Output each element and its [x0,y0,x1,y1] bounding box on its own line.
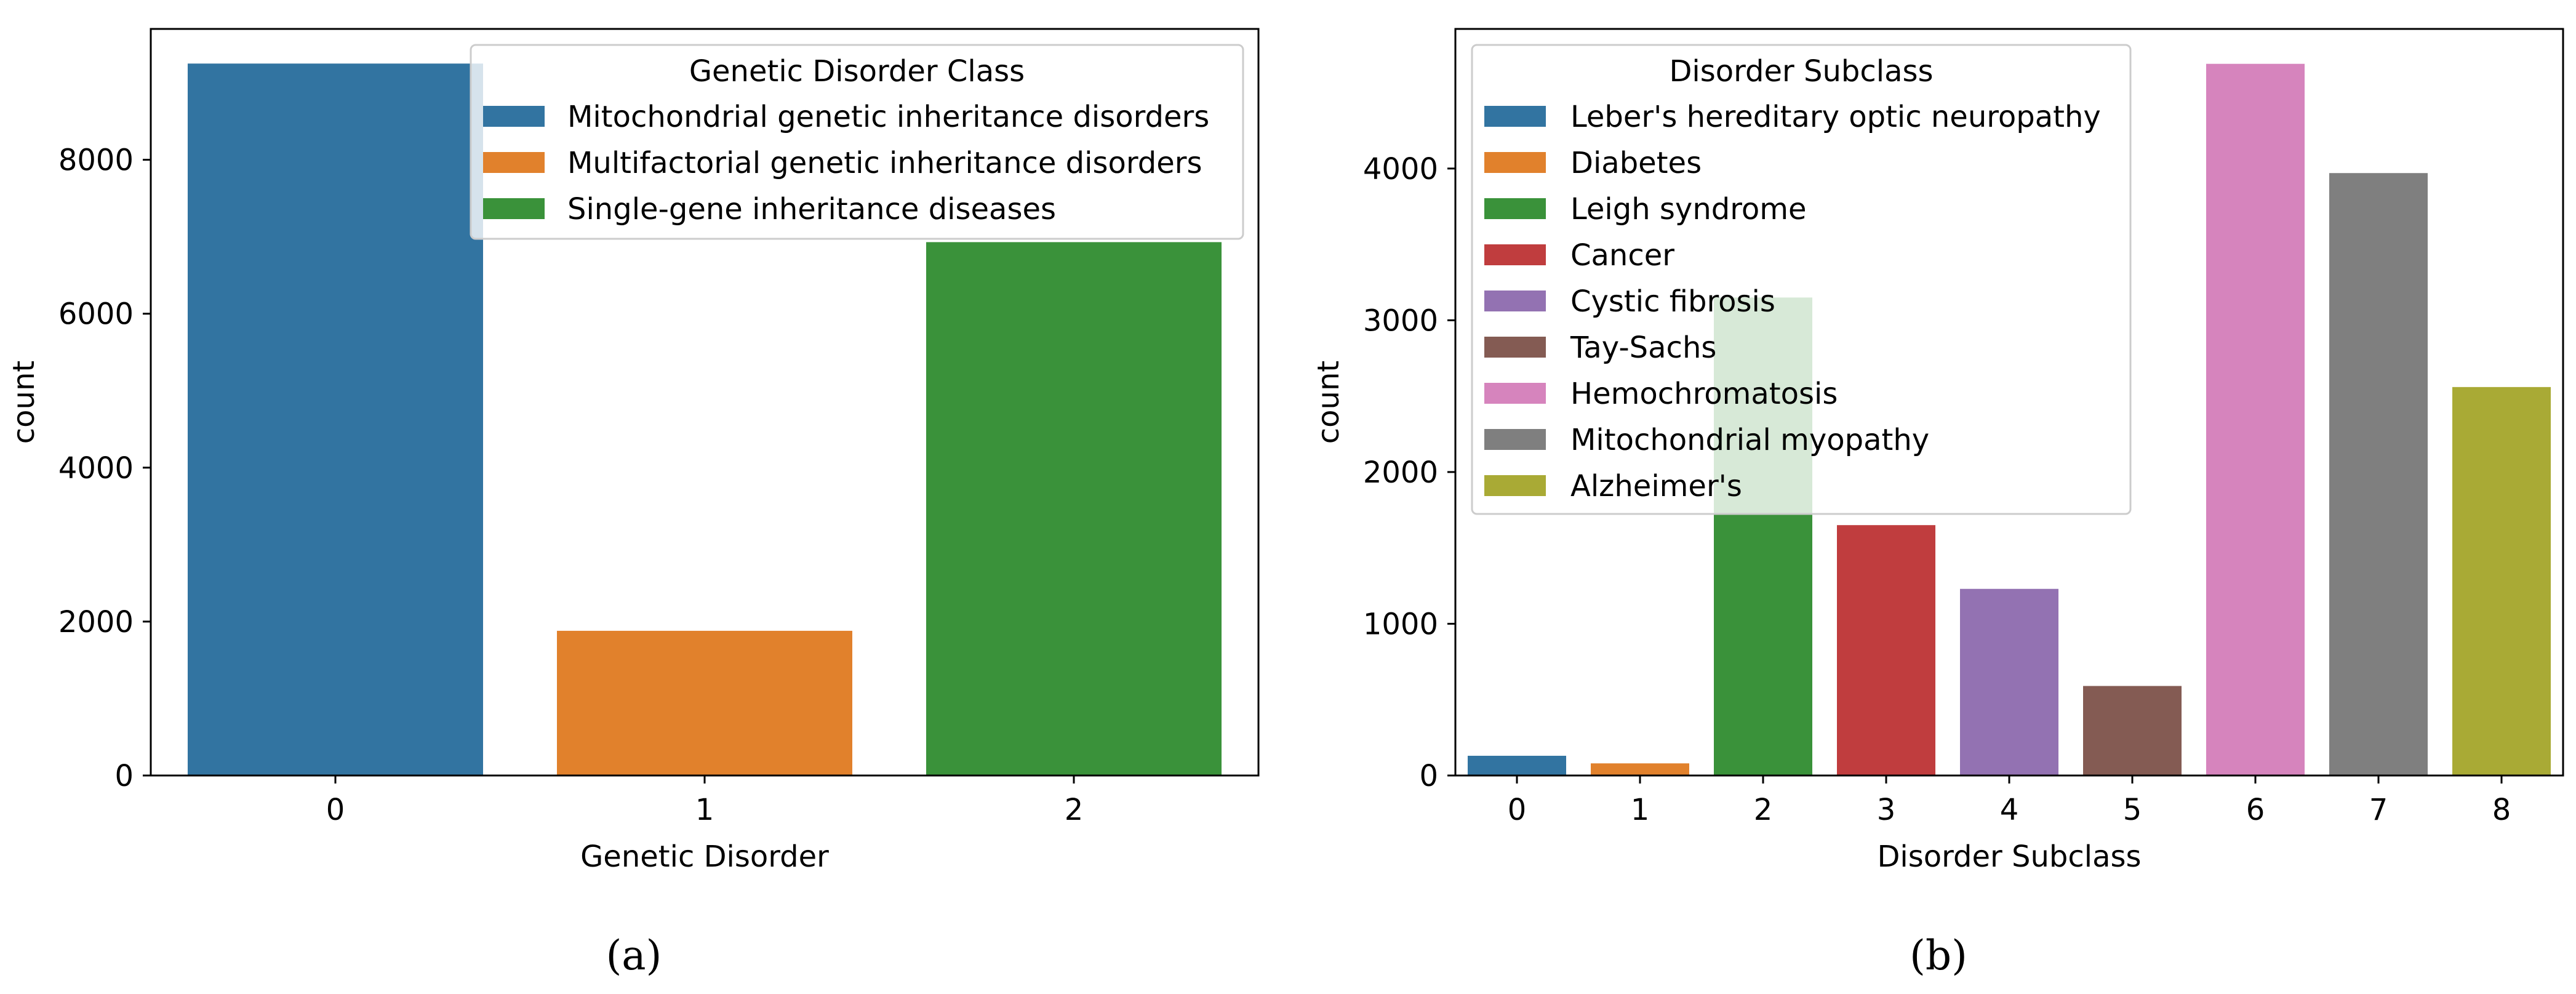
y-tick-label: 4000 [58,451,134,486]
legend-entry: Alzheimer's [1570,469,1742,503]
legend: Genetic Disorder Class Mitochondrial gene… [470,44,1244,240]
x-tick-label: 8 [2492,793,2511,827]
y-tick-label: 4000 [1363,152,1438,186]
bar-4 [1960,588,2058,776]
legend-swatch [1484,383,1546,404]
legend-box [1471,44,2132,515]
legend-entry: Leigh syndrome [1570,192,1807,226]
y-tick-label: 0 [114,759,134,793]
x-tick-label: 6 [2246,793,2265,827]
y-tick-label: 3000 [1363,303,1438,338]
y-tick-label: 2000 [1363,455,1438,490]
bar-3 [1837,525,1935,776]
x-tick-label: 0 [1508,793,1527,827]
bar-0 [1468,755,1566,776]
legend-title: Disorder Subclass [1669,54,1933,89]
legend-swatch [1484,106,1546,127]
x-tick-label: 0 [326,793,345,827]
legend-box [470,44,1244,240]
y-tick-label: 2000 [58,605,134,639]
legend-swatch [1484,475,1546,496]
bar-2 [926,242,1222,776]
x-axis-label: Genetic Disorder [580,840,829,874]
legend-swatch [1484,198,1546,219]
legend-swatch [1484,152,1546,173]
x-tick-label: 4 [2000,793,2019,827]
x-tick-label: 5 [2123,793,2142,827]
legend-title: Genetic Disorder Class [689,54,1025,89]
chart-panel-b: 0 1 2 3 4 5 6 7 8 0 1000 2000 3000 4000 Disorder Subcl… [1311,28,2564,979]
x-tick-label: 3 [1877,793,1896,827]
legend-swatch [483,152,545,173]
y-tick-label: 0 [1419,759,1438,793]
y-axis-label: count [1311,361,1346,444]
legend-entry: Diabetes [1570,146,1702,180]
legend: Disorder Subclass Leber's hereditary opti… [1471,44,2132,515]
legend-entry: Mitochondrial genetic inheritance disord… [567,100,1209,134]
bar-7 [2329,173,2428,776]
bar-0 [188,63,483,776]
chart-panel-a: 0 1 2 0 2000 4000 6000 8000 Genetic Disorder coun… [7,28,1260,979]
panel-caption: (b) [1910,932,1967,979]
legend-entry: Hemochromatosis [1570,377,1838,411]
x-tick-label: 1 [695,793,714,827]
legend-swatch [483,198,545,219]
legend-swatch [1484,337,1546,358]
legend-swatch [483,106,545,127]
legend-swatch [1484,244,1546,265]
y-tick-label: 1000 [1363,607,1438,641]
legend-entry: Mitochondrial myopathy [1570,423,1929,457]
panel-caption: (a) [606,932,662,979]
legend-entry: Leber's hereditary optic neuropathy [1570,100,2101,134]
legend-entry: Single-gene inheritance diseases [567,192,1056,226]
bar-6 [2206,63,2305,776]
bar-8 [2452,387,2551,776]
x-tick-label: 7 [2369,793,2388,827]
legend-entry: Cystic fibrosis [1570,284,1775,319]
y-tick-label: 8000 [58,143,134,178]
x-tick-label: 2 [1754,793,1773,827]
x-axis-label: Disorder Subclass [1877,840,2141,874]
bar-5 [2083,686,2182,776]
bar-1 [1591,763,1689,776]
legend-entry: Cancer [1570,238,1674,273]
bar-1 [557,630,852,776]
legend-entry: Multifactorial genetic inheritance disor… [567,146,1202,180]
x-tick-label: 2 [1065,793,1084,827]
legend-entry: Tay-Sachs [1570,331,1716,365]
x-tick-label: 1 [1631,793,1650,827]
y-axis-label: count [7,361,41,444]
legend-swatch [1484,291,1546,311]
y-tick-label: 6000 [58,297,134,332]
legend-swatch [1484,429,1546,450]
